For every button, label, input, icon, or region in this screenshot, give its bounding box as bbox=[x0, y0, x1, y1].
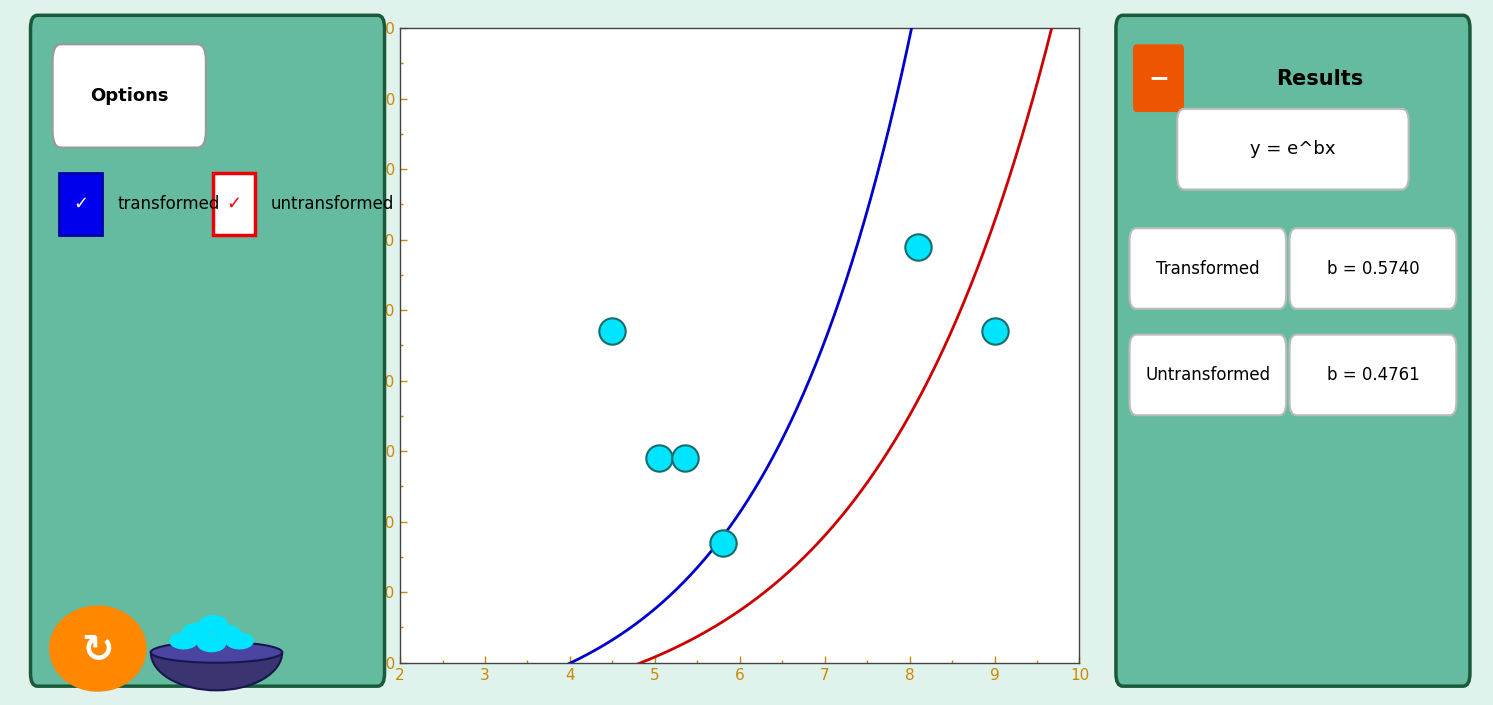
Text: Untransformed: Untransformed bbox=[1145, 367, 1271, 384]
Wedge shape bbox=[151, 652, 282, 690]
Text: ✓: ✓ bbox=[227, 195, 242, 213]
Circle shape bbox=[197, 636, 225, 652]
Circle shape bbox=[182, 623, 211, 639]
Text: transformed: transformed bbox=[118, 195, 219, 213]
FancyBboxPatch shape bbox=[52, 44, 206, 147]
Circle shape bbox=[170, 633, 197, 649]
Text: ↻: ↻ bbox=[82, 632, 113, 670]
Circle shape bbox=[212, 625, 240, 642]
FancyBboxPatch shape bbox=[1176, 109, 1409, 190]
FancyBboxPatch shape bbox=[1115, 16, 1471, 686]
Text: Transformed: Transformed bbox=[1156, 260, 1260, 278]
FancyBboxPatch shape bbox=[1130, 228, 1285, 309]
FancyBboxPatch shape bbox=[1133, 44, 1184, 112]
Text: b = 0.5740: b = 0.5740 bbox=[1327, 260, 1420, 278]
Ellipse shape bbox=[151, 642, 282, 663]
Text: ✓: ✓ bbox=[73, 195, 88, 213]
Point bbox=[711, 537, 735, 548]
Text: −: − bbox=[1148, 66, 1169, 90]
FancyBboxPatch shape bbox=[60, 173, 102, 235]
Point bbox=[982, 326, 1006, 337]
Text: Options: Options bbox=[90, 87, 169, 105]
Text: Results: Results bbox=[1277, 68, 1363, 89]
FancyBboxPatch shape bbox=[212, 173, 255, 235]
Point bbox=[646, 453, 670, 464]
FancyBboxPatch shape bbox=[30, 16, 385, 686]
FancyBboxPatch shape bbox=[1290, 228, 1456, 309]
Point bbox=[906, 241, 930, 252]
Circle shape bbox=[225, 633, 254, 649]
Circle shape bbox=[199, 615, 227, 632]
Point bbox=[673, 453, 697, 464]
Point bbox=[600, 326, 624, 337]
Circle shape bbox=[49, 606, 146, 691]
FancyBboxPatch shape bbox=[1130, 335, 1285, 415]
Text: untransformed: untransformed bbox=[270, 195, 394, 213]
Text: y = e^bx: y = e^bx bbox=[1250, 140, 1336, 159]
Text: b = 0.4761: b = 0.4761 bbox=[1327, 367, 1420, 384]
FancyBboxPatch shape bbox=[1290, 335, 1456, 415]
